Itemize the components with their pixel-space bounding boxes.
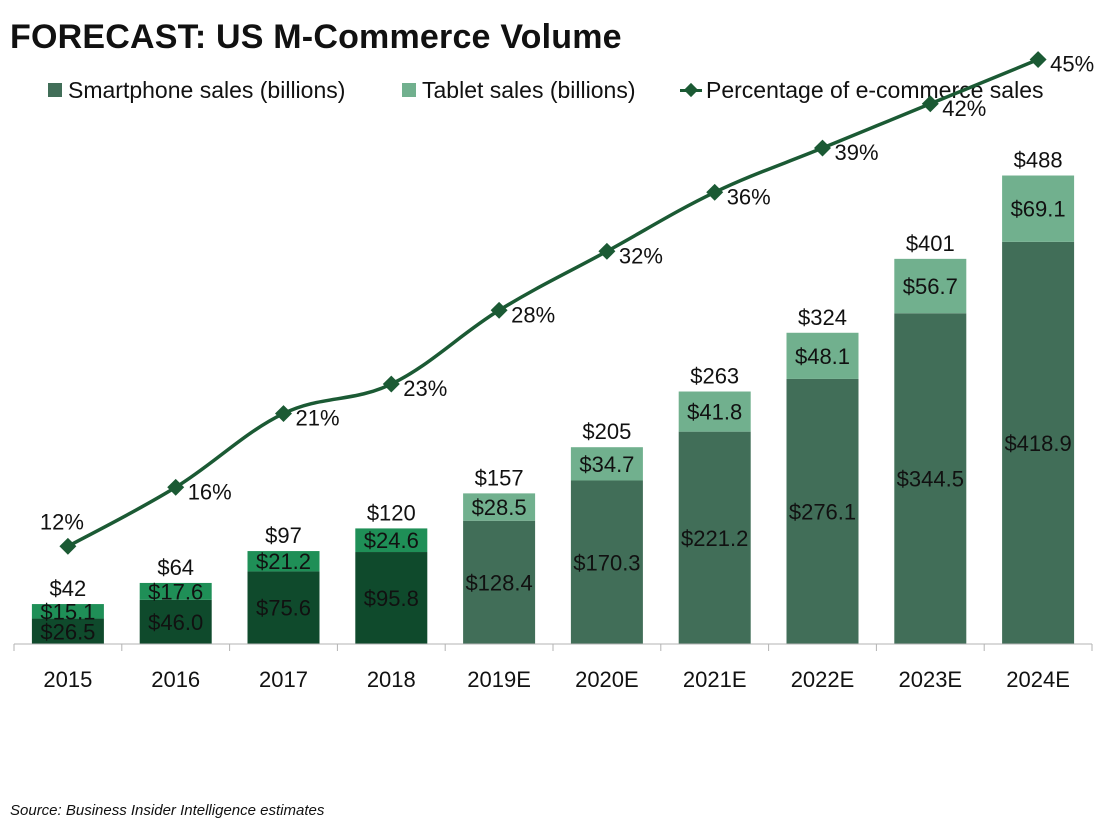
percentage-marker-2016 — [167, 478, 185, 496]
legend-label-tablet: Tablet sales (billions) — [422, 76, 636, 103]
bar-tablet-2018 — [355, 528, 428, 553]
data-label-smartphone-2019E: $128.4 — [465, 570, 532, 595]
source-note: Source: Business Insider Intelligence es… — [10, 802, 325, 819]
percentage-label-2023E: 42% — [942, 96, 986, 121]
percentage-label-2020E: 32% — [619, 243, 663, 268]
data-label-total-2015: $42 — [50, 576, 87, 601]
data-label-smartphone-2022E: $276.1 — [789, 499, 856, 524]
legend-line-marker — [680, 82, 702, 97]
bar-tablet-2022E — [786, 332, 859, 379]
legend-swatch-smartphone — [48, 83, 62, 97]
legend-swatch-tablet — [402, 83, 416, 97]
percentage-label-2017: 21% — [296, 406, 340, 431]
percentage-marker-2015 — [59, 537, 77, 555]
legend: Smartphone sales (billions) Tablet sales… — [48, 76, 1088, 104]
data-label-smartphone-2020E: $170.3 — [573, 550, 640, 575]
percentage-marker-2024E — [1029, 51, 1047, 69]
percentage-marker-2019E — [490, 301, 508, 319]
percentage-label-2018: 23% — [403, 376, 447, 401]
percentage-label-2022E: 39% — [835, 140, 879, 165]
percentage-label-2015: 12% — [40, 509, 84, 534]
percentage-line — [67, 57, 1039, 548]
bar-smartphone-2015 — [31, 618, 104, 644]
bar-smartphone-2020E — [570, 480, 643, 644]
data-label-total-2020E: $205 — [582, 419, 631, 444]
percentage-marker-2023E — [921, 95, 939, 113]
legend-item-smartphone: Smartphone sales (billions) — [48, 76, 345, 104]
data-label-smartphone-2015: $26.5 — [40, 619, 95, 644]
x-tick-label-2023E: 2023E — [898, 667, 962, 692]
legend-item-tablet: Tablet sales (billions) — [402, 76, 635, 104]
bar-tablet-2019E — [463, 493, 536, 521]
data-label-tablet-2019E: $28.5 — [472, 495, 527, 520]
data-label-tablet-2018: $24.6 — [364, 528, 419, 553]
data-label-smartphone-2017: $75.6 — [256, 596, 311, 621]
data-label-smartphone-2023E: $344.5 — [897, 467, 964, 492]
data-label-tablet-2017: $21.2 — [256, 549, 311, 574]
data-label-total-2024E: $488 — [1014, 148, 1063, 173]
bar-tablet-2024E — [1002, 175, 1075, 242]
data-label-tablet-2024E: $69.1 — [1011, 197, 1066, 222]
x-tick-label-2018: 2018 — [367, 667, 416, 692]
percentage-label-2019E: 28% — [511, 302, 555, 327]
bar-smartphone-2024E — [1002, 241, 1075, 644]
percentage-marker-2022E — [814, 139, 831, 157]
x-tick-label-2024E: 2024E — [1006, 667, 1070, 692]
data-label-tablet-2016: $17.6 — [148, 579, 203, 604]
data-label-tablet-2020E: $34.7 — [579, 452, 634, 477]
legend-label-smartphone: Smartphone sales (billions) — [68, 76, 346, 103]
bar-smartphone-2019E — [463, 520, 536, 644]
bar-tablet-2021E — [678, 391, 751, 432]
x-tick-label-2017: 2017 — [259, 667, 308, 692]
data-label-tablet-2021E: $41.8 — [687, 400, 742, 425]
percentage-label-2021E: 36% — [727, 184, 771, 209]
percentage-marker-2018 — [382, 375, 400, 393]
bar-tablet-2016 — [139, 582, 212, 600]
bar-smartphone-2018 — [355, 552, 428, 644]
bar-tablet-2023E — [894, 258, 967, 314]
data-label-tablet-2022E: $48.1 — [795, 344, 850, 369]
x-tick-label-2016: 2016 — [151, 667, 200, 692]
data-label-total-2019E: $157 — [475, 465, 524, 490]
data-label-smartphone-2021E: $221.2 — [681, 526, 748, 551]
data-label-total-2016: $64 — [157, 555, 194, 580]
x-tick-label-2020E: 2020E — [575, 667, 639, 692]
bar-smartphone-2017 — [247, 571, 320, 644]
data-label-total-2023E: $401 — [906, 231, 955, 256]
percentage-marker-2021E — [706, 183, 724, 201]
bar-tablet-2020E — [570, 447, 643, 481]
percentage-marker-2020E — [598, 242, 616, 260]
percentage-marker-2017 — [275, 405, 292, 423]
chart-title: FORECAST: US M-Commerce Volume — [10, 18, 622, 56]
percentage-label-2024E: 45% — [1050, 52, 1094, 77]
x-tick-label-2015: 2015 — [43, 667, 92, 692]
bar-tablet-2017 — [247, 551, 320, 572]
data-label-smartphone-2024E: $418.9 — [1004, 431, 1071, 456]
data-label-total-2018: $120 — [367, 500, 416, 525]
bar-tablet-2015 — [31, 604, 104, 619]
data-label-smartphone-2016: $46.0 — [148, 610, 203, 635]
x-tick-label-2021E: 2021E — [683, 667, 747, 692]
data-label-smartphone-2018: $95.8 — [364, 586, 419, 611]
x-tick-label-2019E: 2019E — [467, 667, 531, 692]
x-tick-label-2022E: 2022E — [791, 667, 855, 692]
data-label-tablet-2015: $15.1 — [40, 599, 95, 624]
percentage-label-2016: 16% — [188, 479, 232, 504]
data-label-total-2021E: $263 — [690, 364, 739, 389]
data-label-tablet-2023E: $56.7 — [903, 274, 958, 299]
bar-smartphone-2022E — [786, 378, 859, 644]
bar-smartphone-2016 — [139, 599, 212, 644]
bar-smartphone-2021E — [678, 431, 751, 644]
bar-smartphone-2023E — [894, 313, 967, 644]
data-label-total-2022E: $324 — [798, 305, 847, 330]
data-label-total-2017: $97 — [265, 523, 302, 548]
